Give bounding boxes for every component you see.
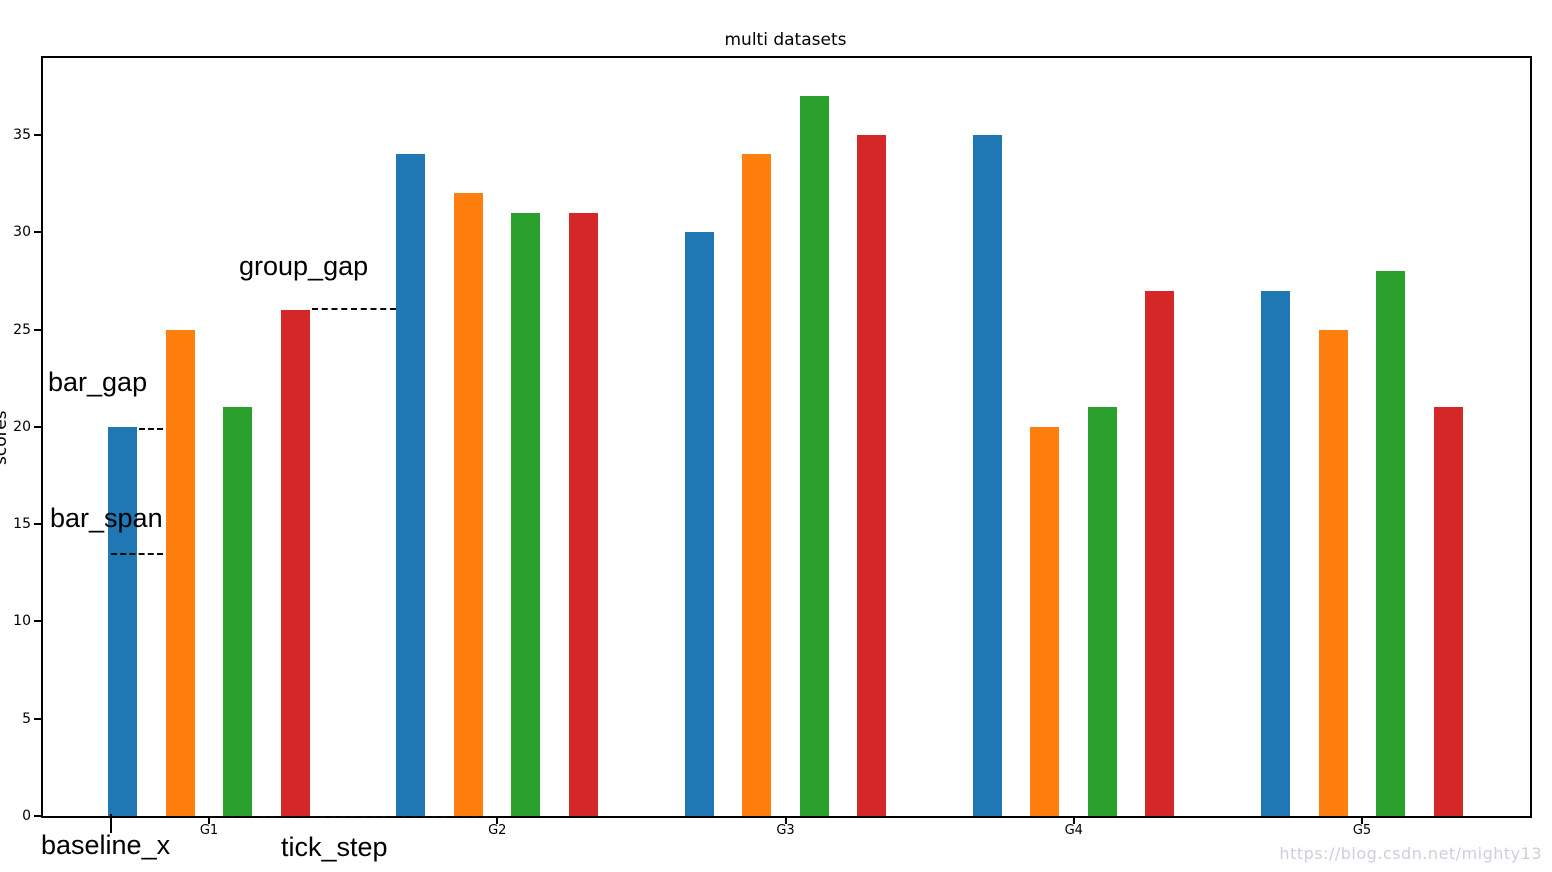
x-tick-g2	[496, 818, 499, 824]
x-tick-g1	[208, 818, 210, 824]
bar-g2-green	[511, 212, 541, 816]
annotation-bar-gap: bar_gap	[48, 367, 148, 397]
y-tick-label-5: 5	[22, 710, 31, 727]
bar-g5-red	[1433, 407, 1463, 816]
bar-gap-dash-line	[139, 428, 163, 430]
bar-g5-green	[1376, 271, 1405, 816]
tick-step-dash-line	[209, 816, 498, 818]
bar-g4-red	[1145, 290, 1175, 816]
bar-g3-blue	[684, 232, 714, 816]
y-tick-30	[34, 231, 41, 234]
bar-g5-blue	[1261, 290, 1290, 816]
y-tick-label-0: 0	[22, 808, 31, 824]
bar-g1-green	[223, 407, 252, 816]
bar-g2-orange	[453, 193, 483, 816]
chart-title: multi datasets	[724, 30, 847, 50]
x-tick-label-g5: G5	[1352, 823, 1372, 838]
annotation-tick-step: tick_step	[281, 832, 388, 862]
bar-g2-red	[568, 212, 598, 816]
bar-g1-blue	[108, 426, 137, 816]
x-tick-g3	[784, 818, 787, 824]
y-tick-10	[34, 620, 41, 623]
watermark-url: https://blog.csdn.net/mighty13	[1279, 844, 1542, 863]
bar-g3-orange	[742, 154, 771, 816]
annotation-bar-span: bar_span	[50, 503, 163, 533]
y-tick-label-15: 15	[13, 516, 31, 533]
y-tick-5	[34, 717, 41, 720]
plot-area: G1 G2 G3 G4 G5 0 5 10 15 20 25 30 35	[13, 56, 1532, 837]
bar-g1-red	[280, 310, 310, 816]
group-gap-dash-line	[312, 308, 396, 310]
x-tick-label-g2: G2	[488, 823, 507, 838]
y-tick-label-35: 35	[13, 126, 31, 143]
annotation-baseline-x: baseline_x	[41, 830, 171, 860]
y-tick-label-10: 10	[13, 613, 31, 630]
y-tick-label-25: 25	[13, 321, 31, 338]
bar-g3-green	[799, 96, 829, 816]
bar-g4-green	[1087, 407, 1117, 816]
y-tick-20	[34, 425, 41, 428]
x-tick-label-g1: G1	[199, 823, 219, 838]
y-axis-label: scores	[0, 410, 11, 465]
bar-g2-blue	[396, 154, 426, 816]
annotation-group-gap: group_gap	[239, 251, 369, 281]
y-tick-label-30: 30	[13, 224, 31, 241]
x-tick-label-g3: G3	[776, 823, 795, 838]
y-tick-25	[34, 328, 41, 331]
y-tick-label-20: 20	[13, 418, 31, 435]
bar-g5-orange	[1318, 329, 1348, 816]
x-tick-g4	[1072, 818, 1075, 824]
bar-g4-orange	[1030, 426, 1060, 816]
bar-span-dash-line	[111, 553, 163, 555]
bar-g1-orange	[165, 329, 195, 816]
x-tick-label-g4: G4	[1064, 823, 1083, 838]
bar-g3-red	[857, 134, 886, 816]
y-tick-35	[34, 133, 41, 136]
y-tick-15	[34, 523, 41, 526]
y-tick-0	[34, 815, 41, 817]
x-tick-g5	[1361, 818, 1363, 824]
bar-g4-blue	[972, 134, 1002, 816]
baseline-x-tick	[110, 814, 112, 833]
